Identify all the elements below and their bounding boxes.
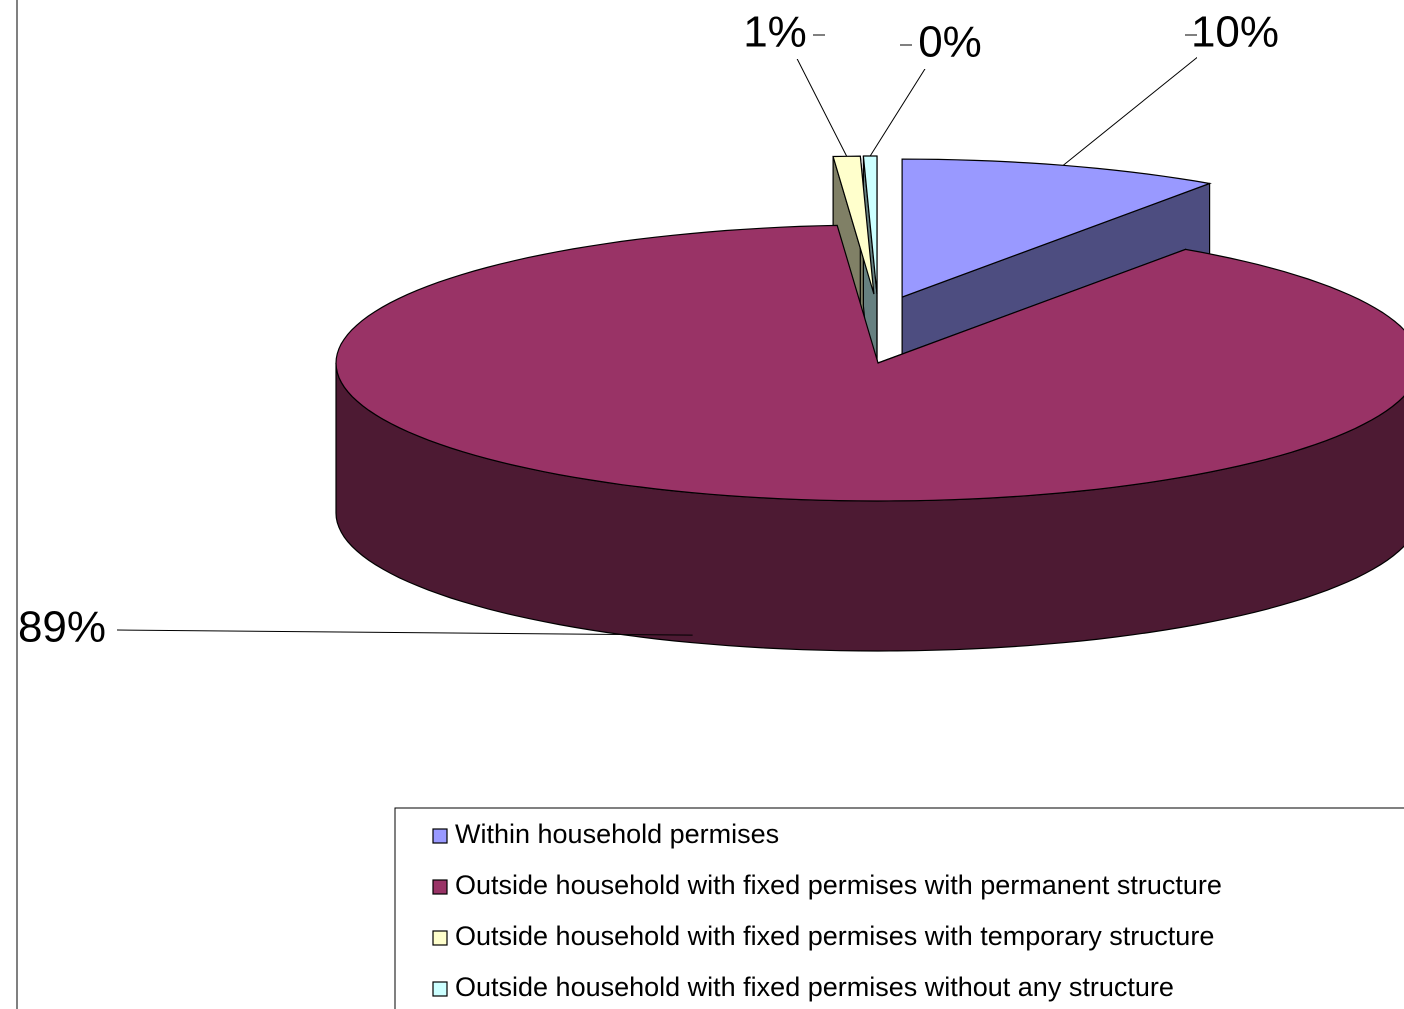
legend-label: Within household permises <box>455 819 779 849</box>
legend-label: Outside household with fixed permises wi… <box>455 921 1214 951</box>
legend: Within household permises Outside househo… <box>432 819 1222 1002</box>
leader-line <box>116 629 693 636</box>
label-bg <box>737 11 813 59</box>
legend-swatch <box>432 879 448 895</box>
label-bg <box>912 21 988 69</box>
data-label: 89% <box>18 603 106 652</box>
data-label: 10% <box>1191 8 1279 57</box>
data-label: 0% <box>918 18 982 67</box>
slice-top <box>335 224 1404 502</box>
data-label: 1% <box>743 8 807 57</box>
label-bg <box>24 606 100 654</box>
slice-top <box>901 158 1212 298</box>
legend-swatch <box>432 828 448 844</box>
slice-top <box>832 155 875 295</box>
legend-swatch <box>432 930 448 946</box>
data-labels: 10% 89% 1% 0% <box>18 8 1279 654</box>
legend-label: Outside household with fixed permises wi… <box>455 972 1174 1002</box>
legend-box <box>394 807 1404 1009</box>
legend-swatch <box>432 981 448 997</box>
label-bg <box>1197 11 1273 59</box>
pie-tops <box>335 155 1404 502</box>
legend-label: Outside household with fixed permises wi… <box>455 870 1222 900</box>
